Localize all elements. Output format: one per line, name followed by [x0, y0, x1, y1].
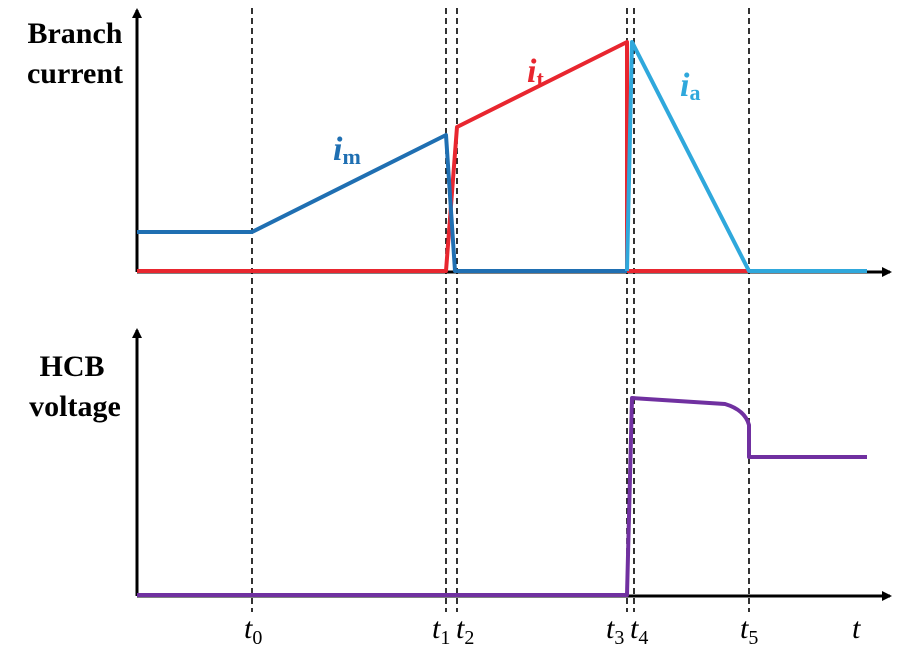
symbol: i [527, 53, 537, 90]
symbol: i [680, 67, 690, 104]
current-it [137, 40, 749, 273]
symbol: t [456, 612, 465, 645]
time-label: t5 [740, 612, 758, 646]
current-im [137, 133, 627, 273]
time-markers [251, 8, 750, 612]
axis-label: HCB [39, 350, 104, 383]
axis-label: voltage [29, 390, 121, 423]
subscript: 1 [440, 627, 450, 646]
subscript: 4 [638, 627, 648, 646]
symbol: t [606, 612, 615, 645]
subscript: a [689, 80, 700, 105]
subscript: 3 [614, 627, 624, 646]
time-label: t2 [456, 612, 474, 646]
time-label: t1 [432, 612, 450, 646]
symbol: t [244, 612, 253, 645]
symbol: t [740, 612, 749, 645]
axis-label: current [27, 57, 123, 90]
subscript: m [342, 144, 360, 169]
time-axis-label: t [852, 612, 861, 645]
time-label: t3 [606, 612, 624, 646]
symbol: i [333, 131, 343, 168]
curve-label: im [333, 131, 361, 169]
subscript: t [536, 66, 544, 91]
subscript: 2 [464, 627, 474, 646]
symbol: t [630, 612, 639, 645]
time-label: t0 [244, 612, 262, 646]
subscript: 5 [748, 627, 758, 646]
symbol: t [432, 612, 441, 645]
axis-label: Branch [27, 17, 122, 50]
time-label: t4 [630, 612, 648, 646]
curve-label: ia [680, 67, 700, 105]
curve-label: it [527, 53, 544, 91]
voltage-hcb [137, 396, 867, 597]
current-ia [625, 40, 867, 273]
subscript: 0 [252, 627, 262, 646]
